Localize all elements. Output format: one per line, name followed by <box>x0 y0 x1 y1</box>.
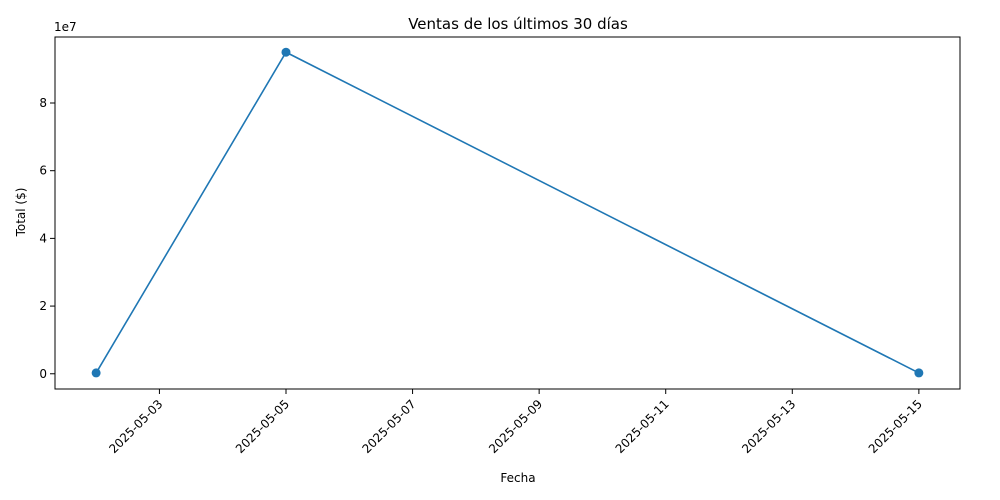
axes-frame <box>54 36 961 390</box>
chart-title: Ventas de los últimos 30 días <box>408 15 628 33</box>
x-tick-label: 2025-05-15 <box>866 397 925 456</box>
x-tick-label: 2025-05-03 <box>106 397 165 456</box>
y-axis-label: Total ($) <box>14 188 28 238</box>
series-line <box>95 51 920 374</box>
y-tick-label: 6 <box>39 164 47 178</box>
x-axis-label: Fecha <box>500 471 535 485</box>
y-tick-label: 8 <box>39 96 47 110</box>
x-tick-label: 2025-05-07 <box>359 397 418 456</box>
x-tick-label: 2025-05-09 <box>486 397 545 456</box>
data-point <box>914 368 924 378</box>
y-offset-label: 1e7 <box>54 20 77 34</box>
y-tick-label: 2 <box>39 299 47 313</box>
x-tick-label: 2025-05-13 <box>739 397 798 456</box>
data-point <box>281 47 291 57</box>
x-tick-label: 2025-05-11 <box>613 397 672 456</box>
plot-area: 0 2 4 6 8 2025-05-03 2025-05-05 2025-05-07 2025-… <box>39 36 961 456</box>
x-tick-label: 2025-05-05 <box>233 397 292 456</box>
y-tick-label: 4 <box>39 231 47 245</box>
data-point <box>91 368 101 378</box>
y-tick-label: 0 <box>39 367 47 381</box>
